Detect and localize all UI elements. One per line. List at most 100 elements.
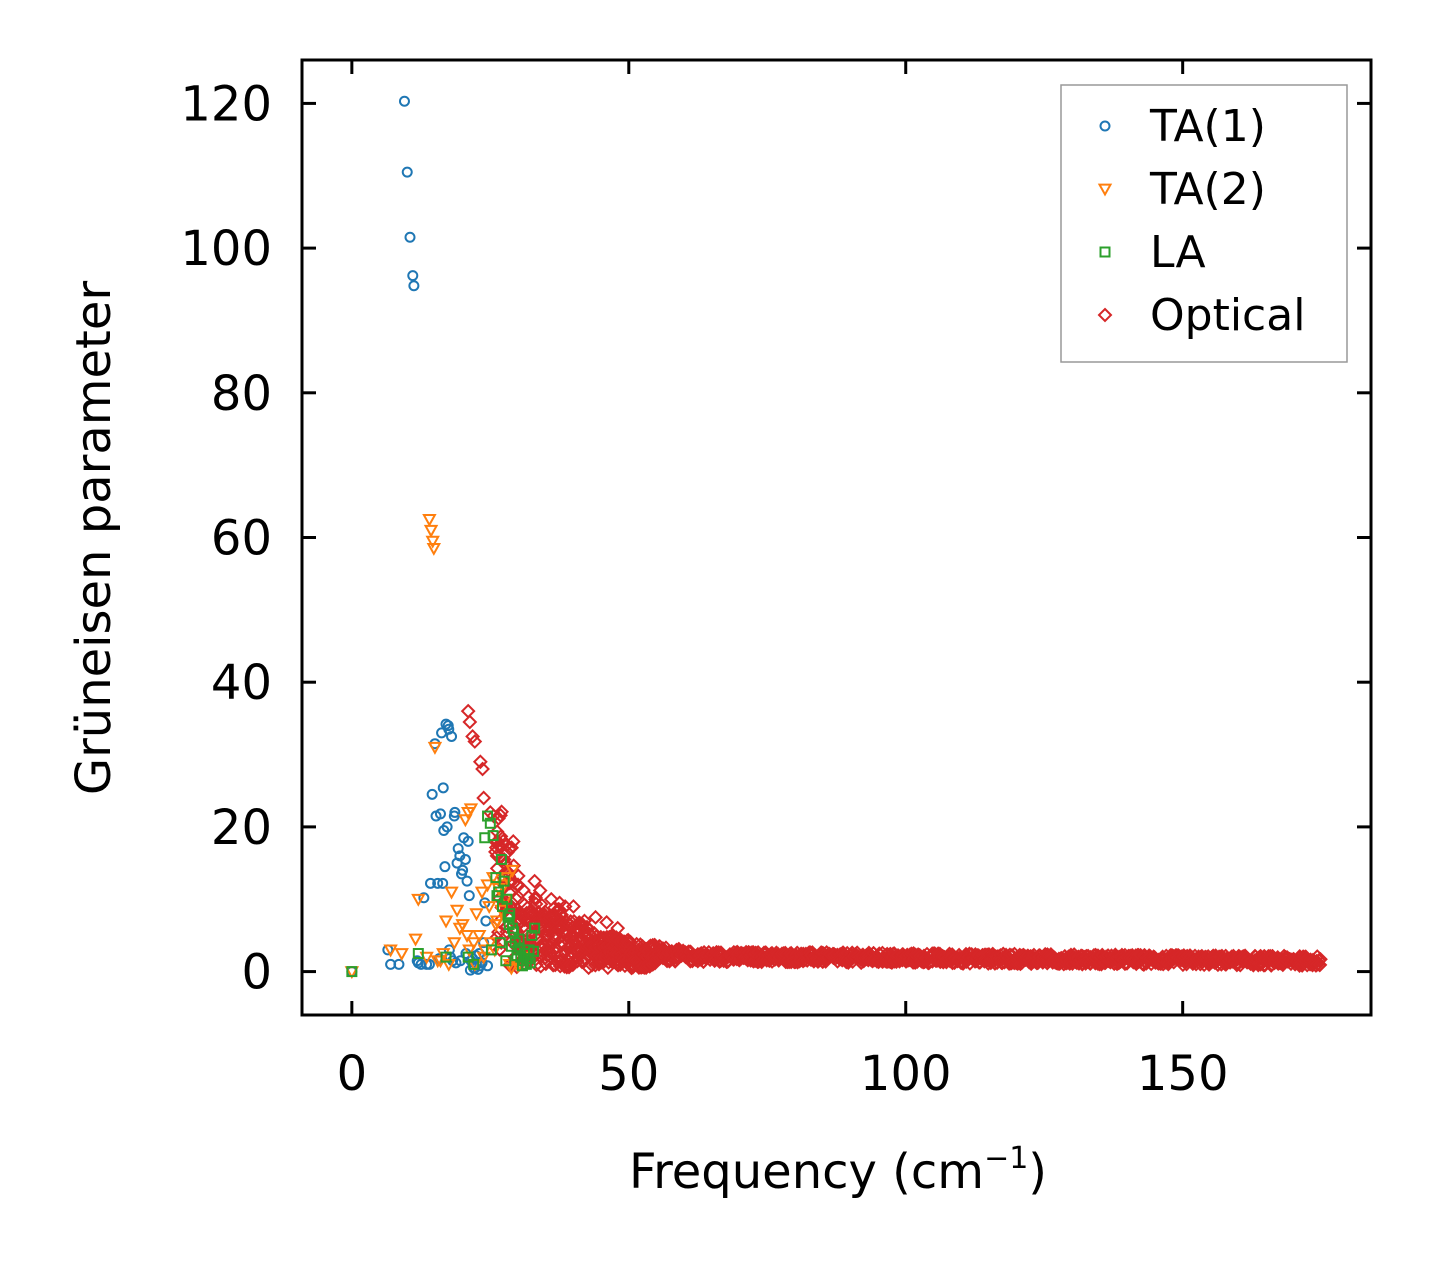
data-point [444,886,459,900]
data-point [446,730,458,742]
data-point [480,879,495,893]
data-point [487,830,499,842]
data-point [452,922,468,936]
legend-marker [1099,120,1111,132]
data-point [459,930,475,943]
legend-label: LA [1150,227,1206,278]
legend-frame [1060,84,1348,363]
data-point [498,875,510,887]
x-tick-label: 0 [337,1046,368,1102]
optical-point [497,856,513,871]
data-point [528,945,540,957]
data-point [425,877,437,889]
optical-point [581,960,597,976]
tick-layer: 0 50 100 150 0 20 40 60 80 100 120 [180,60,1371,1102]
legend: TA(1) TA(2) LA Optical [1060,84,1348,363]
data-point [505,940,517,952]
legend-label: TA(2) [1149,164,1266,215]
optical-point [467,734,483,749]
optical-point [490,833,505,849]
series-layer [344,95,1328,980]
series-ta-2- [344,514,531,980]
data-point [489,915,505,929]
data-point [437,877,449,889]
data-point [401,166,413,178]
data-point [494,937,506,949]
data-point [462,951,474,963]
optical-point [505,834,521,849]
data-point [526,929,538,941]
data-point [491,890,503,902]
data-point [432,877,444,889]
y-tick-label: 40 [211,655,272,711]
y-tick-label: 120 [180,76,272,132]
x-axis-label: Frequency (cm−1) [629,1141,1047,1200]
data-point [500,955,512,967]
data-point [412,948,424,960]
y-tick-label: 60 [211,511,272,567]
data-point [468,958,480,970]
data-point [482,901,497,915]
y-axis-label: Grüneisen parameter [66,281,122,796]
y-tick-label: 100 [180,221,272,277]
data-point [456,868,468,880]
data-point [459,853,471,865]
optical-point [563,956,578,972]
data-point [458,832,470,844]
data-point [499,872,515,886]
data-point [422,514,437,527]
data-point [441,958,456,972]
optical-point [552,902,568,918]
plot-frame [300,58,1373,1017]
data-point [439,861,451,873]
legend-label: TA(1) [1149,101,1266,152]
data-point [394,948,409,962]
data-point [505,864,520,878]
data-point [483,937,498,951]
optical-point [465,729,481,744]
data-point [461,875,473,887]
data-point [430,810,442,822]
legend-marker [1097,183,1113,197]
optical-point [571,942,587,958]
data-point [476,951,491,965]
optical-point [495,833,511,849]
x-tick-label: 50 [598,1046,659,1102]
optical-point [563,913,578,929]
data-point [383,944,398,958]
data-point [426,542,442,556]
data-point [463,803,479,817]
optical-point [475,761,490,777]
data-point [423,524,439,538]
data-point [408,280,420,292]
data-point [440,951,452,963]
data-point [504,962,519,976]
data-point [491,882,506,896]
data-point [463,890,475,902]
optical-point [612,957,628,973]
optical-point [472,754,488,770]
optical-point [1313,951,1328,967]
data-point [466,937,481,951]
data-point [437,782,449,794]
data-point [418,892,430,904]
data-point [452,843,464,855]
data-point [462,944,477,958]
data-point [502,911,514,923]
data-point [438,825,450,837]
data-point [522,953,534,965]
data-point [436,948,451,962]
series-optical [460,703,1328,976]
data-point [404,231,416,243]
data-point [425,535,440,549]
data-point [426,788,438,800]
legend-label: Optical [1150,290,1305,341]
data-point [449,806,461,818]
data-point [442,720,454,732]
data-point [497,900,509,912]
data-point [482,810,494,822]
data-point [472,930,487,943]
data-point [469,908,484,922]
data-point [411,955,423,967]
